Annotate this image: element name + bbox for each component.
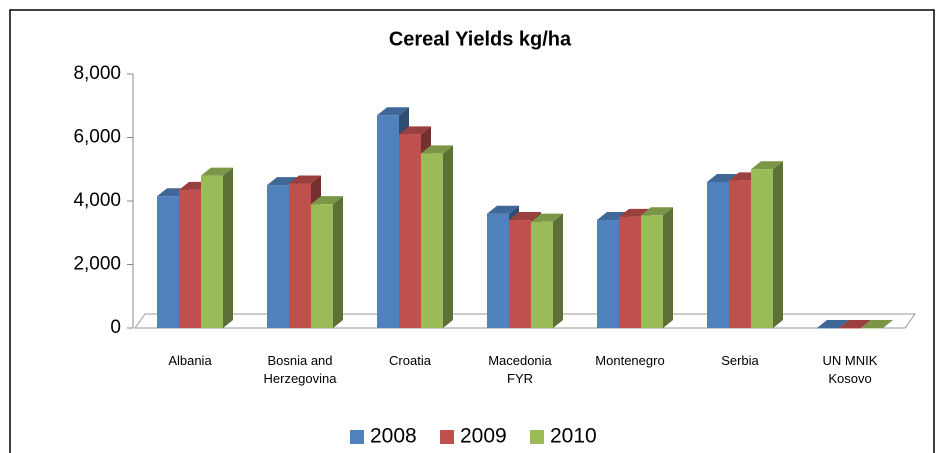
bar-face [377, 107, 409, 116]
bar-face [179, 189, 201, 328]
bar-face [157, 196, 179, 328]
x-tick-label: Montenegro [595, 353, 665, 368]
bar-face [201, 167, 233, 176]
x-tick-label: Serbia [721, 353, 759, 368]
bar-face [487, 205, 519, 214]
bar-face [289, 183, 311, 328]
bar-face [311, 204, 333, 328]
bar-face [817, 328, 839, 329]
bar-face [641, 215, 663, 328]
bar-face [729, 180, 751, 328]
bar-face [421, 153, 443, 328]
bar-face [663, 207, 673, 328]
bar-face [641, 207, 673, 216]
bar-face [509, 212, 541, 221]
bar-face [399, 134, 421, 328]
bar-face [487, 213, 509, 328]
bar-face [509, 220, 531, 328]
bar-face [751, 161, 783, 170]
bar-face [311, 196, 343, 205]
bar-face [773, 161, 783, 328]
bar-face [861, 320, 893, 328]
chart-frame [9, 9, 935, 453]
bar-face [619, 216, 641, 328]
bar-face [333, 196, 343, 328]
x-tick-label: Croatia [389, 353, 431, 368]
legend-swatch [350, 430, 364, 444]
y-tick-label: 6,000 [73, 127, 121, 148]
x-tick-label: Albania [168, 353, 212, 368]
y-tick-label: 2,000 [73, 254, 121, 275]
y-tick-label: 4,000 [73, 190, 121, 211]
chart-title: Cereal Yields kg/ha [389, 28, 572, 50]
x-tick-label: UN MNIK Kosovo [822, 353, 878, 386]
legend-label: 2008 [370, 425, 417, 448]
bar [751, 161, 783, 328]
y-tick-label: 8,000 [73, 63, 121, 84]
bar-face [531, 213, 563, 222]
bar-face [443, 145, 453, 328]
bar-face [817, 320, 849, 328]
bar [817, 320, 849, 329]
bar [201, 167, 233, 328]
bar [641, 207, 673, 328]
legend-swatch [440, 430, 454, 444]
x-tick-label: Bosnia and Herzegovina [263, 353, 337, 386]
bar-face [707, 181, 729, 328]
legend-swatch [530, 430, 544, 444]
bar-face [839, 328, 861, 329]
bar-face [421, 145, 453, 154]
bar-face [531, 221, 553, 328]
bar-face [861, 328, 883, 329]
bar [421, 145, 453, 328]
legend-label: 2010 [550, 425, 597, 448]
bar [531, 213, 563, 328]
bar [311, 196, 343, 328]
bar-face [399, 126, 431, 135]
bar-face [223, 167, 233, 328]
x-tick-label: Macedonia FYR [488, 353, 552, 386]
bar [839, 320, 871, 329]
bar-face [597, 220, 619, 328]
bar [861, 320, 893, 329]
bar-face [839, 320, 871, 328]
bar-face [201, 175, 223, 328]
bar-face [289, 175, 321, 184]
legend-label: 2009 [460, 425, 507, 448]
bar-face [553, 213, 563, 328]
bar-face [377, 115, 399, 329]
bar-face [267, 185, 289, 328]
bar-face [751, 169, 773, 328]
y-tick-label: 0 [110, 317, 121, 338]
